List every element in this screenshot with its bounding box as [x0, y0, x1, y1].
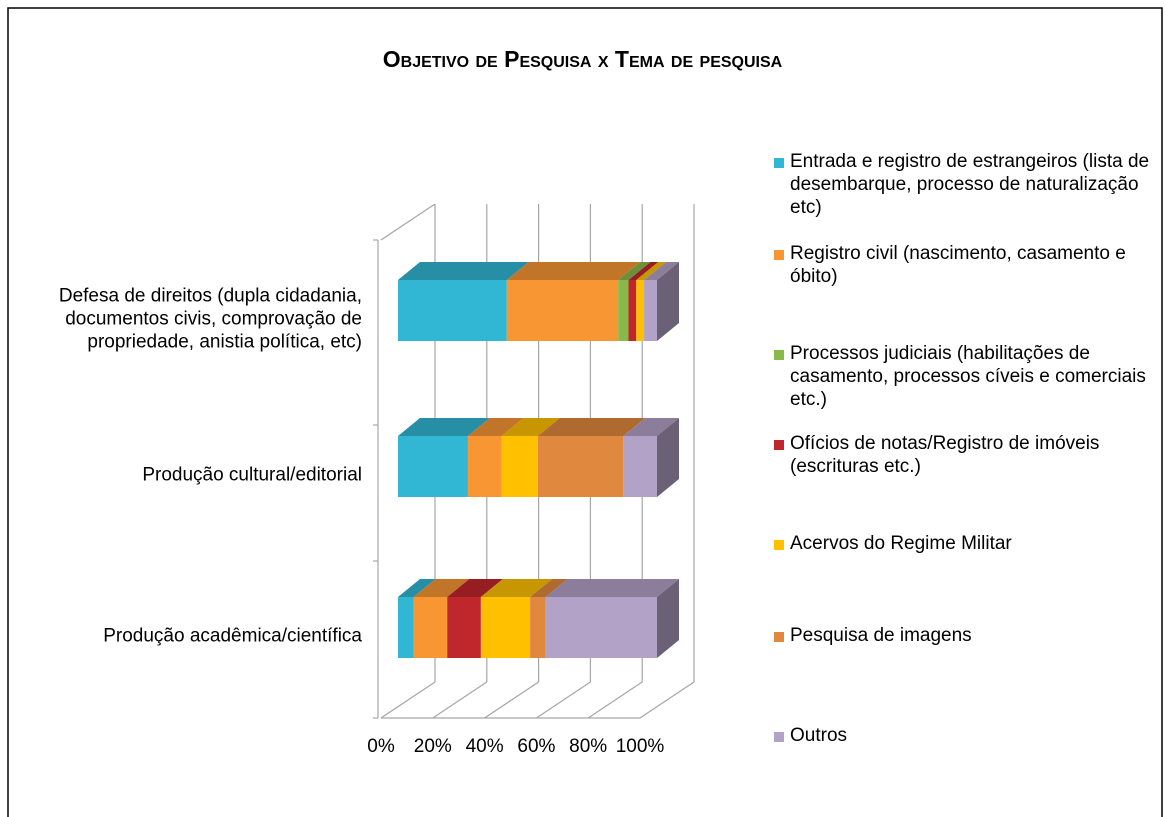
legend-label: Acervos do Regime Militar [790, 533, 1012, 554]
bar-segment [480, 597, 531, 658]
legend-label: Registro civil (nascimento, casamento e … [790, 243, 1126, 287]
x-tick-label: 0% [367, 736, 395, 757]
axis-wall [380, 203, 436, 241]
x-tick-label: 80% [569, 736, 608, 757]
bar-segment-top [644, 262, 679, 280]
bar-segment [628, 280, 637, 341]
category-label: Produção cultural/editorial [142, 464, 362, 485]
bar-segment-top [530, 579, 568, 597]
legend-label: Entrada e registro de estrangeiros (list… [790, 151, 1150, 218]
bar-segment [398, 436, 468, 497]
bar-segment-top [480, 579, 553, 597]
bar-segment [644, 280, 657, 341]
bar-side [657, 262, 679, 341]
bar-segment [447, 597, 481, 658]
category-label: Produção acadêmica/científica [103, 625, 362, 646]
x-tick-label: 20% [413, 736, 452, 757]
bar-segment [467, 436, 502, 497]
legend-label: Processos judiciais (habilitações de cas… [790, 343, 1146, 410]
bar-segment [413, 597, 448, 658]
legend-swatch [774, 732, 784, 742]
bar-segment [398, 280, 507, 341]
frame [7, 7, 1163, 817]
grid-line [432, 681, 488, 719]
legend-swatch [774, 632, 784, 642]
legend-label: Ofícios de notas/Registro de imóveis (es… [790, 433, 1100, 477]
bar-segment-top [467, 418, 524, 436]
bar-segment-top [636, 262, 667, 280]
bar-segment [618, 280, 629, 341]
bar-segment-top [398, 579, 436, 597]
grid-line [484, 681, 539, 719]
bar-segment [501, 436, 538, 497]
grid-line [639, 681, 695, 719]
bar-segment [545, 597, 657, 658]
bar-segment [398, 597, 414, 658]
category-label: Defesa de direitos (dupla cidadania, doc… [58, 285, 362, 352]
bar-segment-top [398, 262, 529, 280]
bar-segment-top [413, 579, 470, 597]
legend-swatch [774, 540, 784, 550]
x-tick-label: 100% [615, 736, 665, 757]
bar-side [657, 579, 679, 658]
grid-line [536, 681, 591, 719]
grid-line [587, 681, 643, 719]
x-tick-label: 60% [517, 736, 556, 757]
bar-segment [636, 280, 645, 341]
bar-segment-top [447, 579, 503, 597]
bar-segment-top [545, 579, 679, 597]
grid-line [380, 681, 436, 719]
chart-title: Objetivo de Pesquisa x Tema de pesquisa [382, 46, 783, 72]
bar-segment-top [506, 262, 641, 280]
bar-segment-top [628, 262, 659, 280]
bar-segment-top [537, 418, 646, 436]
bar-side [657, 418, 679, 497]
legend-swatch [774, 250, 784, 260]
bar-segment-top [398, 418, 490, 436]
legend-label: Pesquisa de imagens [790, 625, 972, 646]
legend-swatch [774, 440, 784, 450]
legend-label: Outros [790, 725, 848, 746]
bar-segment-top [501, 418, 560, 436]
bar-segment [623, 436, 657, 497]
bar-segment [537, 436, 624, 497]
bar-segment [530, 597, 546, 658]
legend-swatch [774, 350, 784, 360]
x-tick-label: 40% [465, 736, 504, 757]
bar-segment-top [623, 418, 679, 436]
bar-segment-top [618, 262, 651, 280]
legend-swatch [774, 158, 784, 168]
bar-segment [506, 280, 619, 341]
